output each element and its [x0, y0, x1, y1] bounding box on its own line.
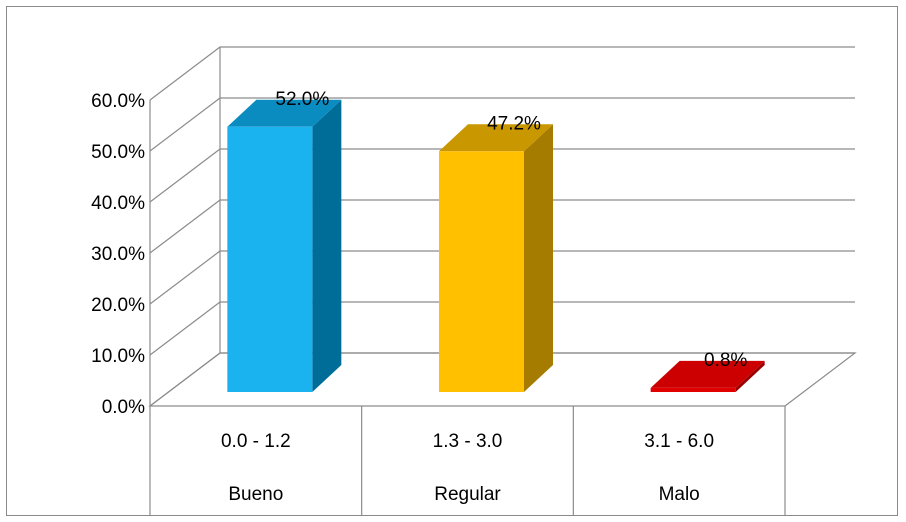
y-tick-label: 20.0%: [91, 295, 145, 316]
bar-top: [650, 360, 765, 388]
bar-side: [312, 99, 342, 393]
y-tick-label: 10.0%: [91, 346, 145, 367]
y-tick-label: 0.0%: [102, 397, 145, 418]
data-label: 52.0%: [275, 89, 329, 110]
y-tick-label: 60.0%: [91, 91, 145, 112]
category-label: Malo: [659, 484, 700, 505]
data-label: 47.2%: [487, 113, 541, 134]
bar-top: [227, 99, 342, 127]
bar-top: [439, 124, 553, 152]
y-tick-label: 30.0%: [91, 244, 145, 265]
bar-side: [735, 360, 765, 392]
bar: [650, 360, 765, 392]
y-tick-label: 40.0%: [91, 193, 145, 214]
gridline: [149, 46, 855, 101]
bar-front: [650, 387, 736, 392]
category-label: Bueno: [228, 484, 283, 505]
bar-side: [524, 124, 553, 392]
chart-frame: [6, 6, 898, 516]
category-label: Regular: [434, 484, 501, 505]
data-label: 0.8%: [704, 350, 747, 371]
category-range-label: 1.3 - 3.0: [433, 431, 503, 452]
bar: [439, 124, 553, 392]
y-tick-label: 50.0%: [91, 142, 145, 163]
category-range-label: 3.1 - 6.0: [644, 431, 714, 452]
bar-front: [227, 126, 313, 393]
category-range-label: 0.0 - 1.2: [221, 431, 291, 452]
bar: [227, 99, 342, 393]
bar-front: [439, 151, 524, 392]
